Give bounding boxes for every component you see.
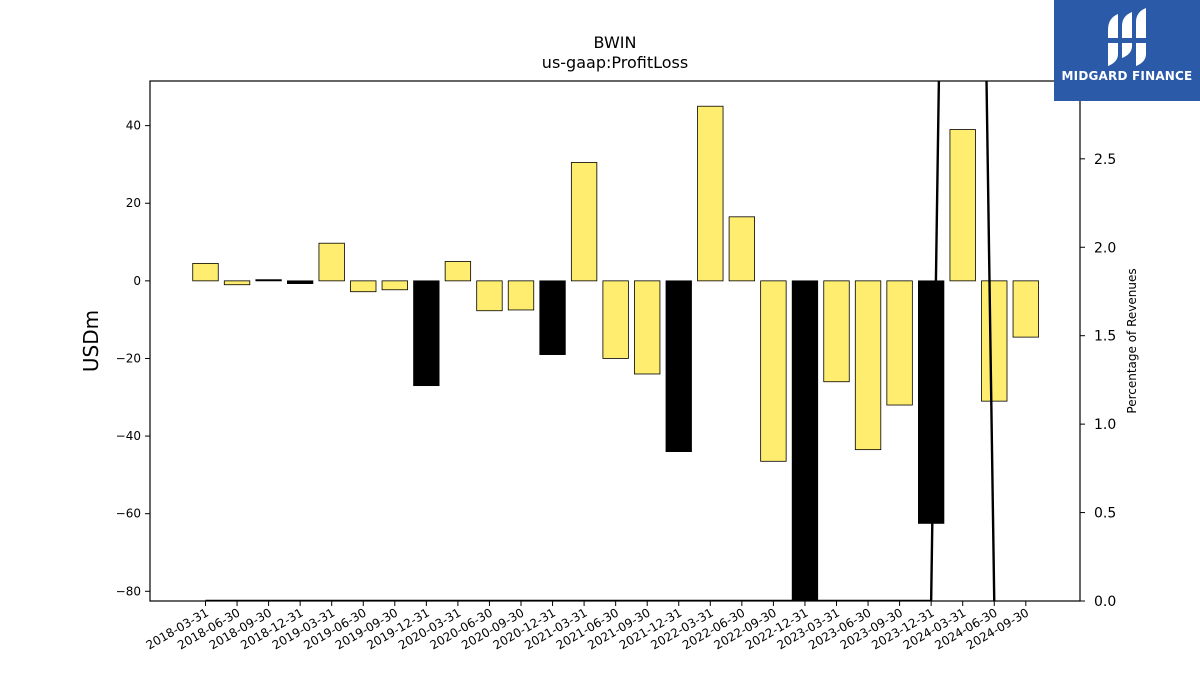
chart-subtitle: us-gaap:ProfitLoss — [542, 53, 688, 72]
bar-2018-09-30 — [255, 279, 282, 282]
bar-2020-09-30 — [507, 280, 535, 311]
bar-2020-12-31 — [539, 280, 566, 355]
bar-2024-06-30 — [981, 280, 1008, 402]
y2-tick-label: 0.5 — [1094, 506, 1116, 522]
bar-2018-06-30 — [223, 280, 251, 286]
bar-2021-12-31 — [665, 280, 692, 452]
bar-2018-12-31 — [286, 280, 314, 284]
y-tick-label: −20 — [116, 351, 141, 365]
bar-2020-06-30 — [476, 280, 503, 312]
bar-2021-06-30 — [602, 280, 629, 359]
y2-tick-label: 0.0 — [1094, 594, 1116, 610]
bar-2024-03-31 — [949, 129, 976, 282]
bar-2022-12-31 — [791, 280, 819, 601]
bar-2019-06-30 — [350, 280, 377, 293]
y2-axis-label: Percentage of Revenues — [1125, 268, 1139, 413]
y-axis-ticks: −80 −60 −40 −20 0 20 40 — [116, 119, 150, 598]
bar-2019-09-30 — [381, 280, 408, 291]
bar-2023-06-30 — [854, 280, 882, 451]
bar-2023-03-31 — [823, 280, 850, 383]
bar-2022-03-31 — [697, 105, 724, 282]
bar-2019-12-31 — [413, 280, 440, 387]
x-axis-ticks: 2018-03-312018-06-302018-09-302018-12-31… — [144, 601, 1031, 652]
bar-2022-06-30 — [728, 216, 755, 282]
bar-2020-03-31 — [444, 261, 472, 282]
y2-axis-ticks: 0.0 0.5 1.0 1.5 2.0 2.5 — [1080, 152, 1116, 610]
bar-2021-03-31 — [570, 162, 598, 282]
plot-frame — [149, 80, 1081, 602]
bar-2023-09-30 — [886, 280, 913, 406]
bar-2024-09-30 — [1012, 280, 1039, 338]
y2-tick-label: 2.5 — [1094, 152, 1116, 168]
y-tick-label: −80 — [116, 584, 141, 598]
y2-tick-label: 2.0 — [1094, 240, 1116, 256]
bar-2021-09-30 — [634, 280, 661, 375]
y-tick-label: −60 — [116, 507, 141, 521]
bar-2019-03-31 — [318, 242, 345, 282]
y-tick-label: 40 — [126, 119, 141, 133]
chart-title: BWIN — [594, 33, 637, 52]
bar-2023-12-31 — [918, 280, 945, 524]
bar-series — [192, 105, 1039, 601]
bar-2018-03-31 — [192, 262, 219, 282]
y-axis-label: USDm — [79, 310, 103, 372]
midgard-logo-icon — [1106, 8, 1148, 66]
bar-2022-09-30 — [760, 280, 787, 462]
logo-text: MIDGARD FINANCE — [1061, 69, 1193, 83]
y-tick-label: 0 — [133, 274, 141, 288]
y-tick-label: −40 — [116, 429, 141, 443]
midgard-finance-logo: MIDGARD FINANCE — [1054, 0, 1200, 101]
y2-tick-label: 1.5 — [1094, 329, 1116, 345]
y-tick-label: 20 — [126, 196, 141, 210]
y2-tick-label: 1.0 — [1094, 417, 1116, 433]
